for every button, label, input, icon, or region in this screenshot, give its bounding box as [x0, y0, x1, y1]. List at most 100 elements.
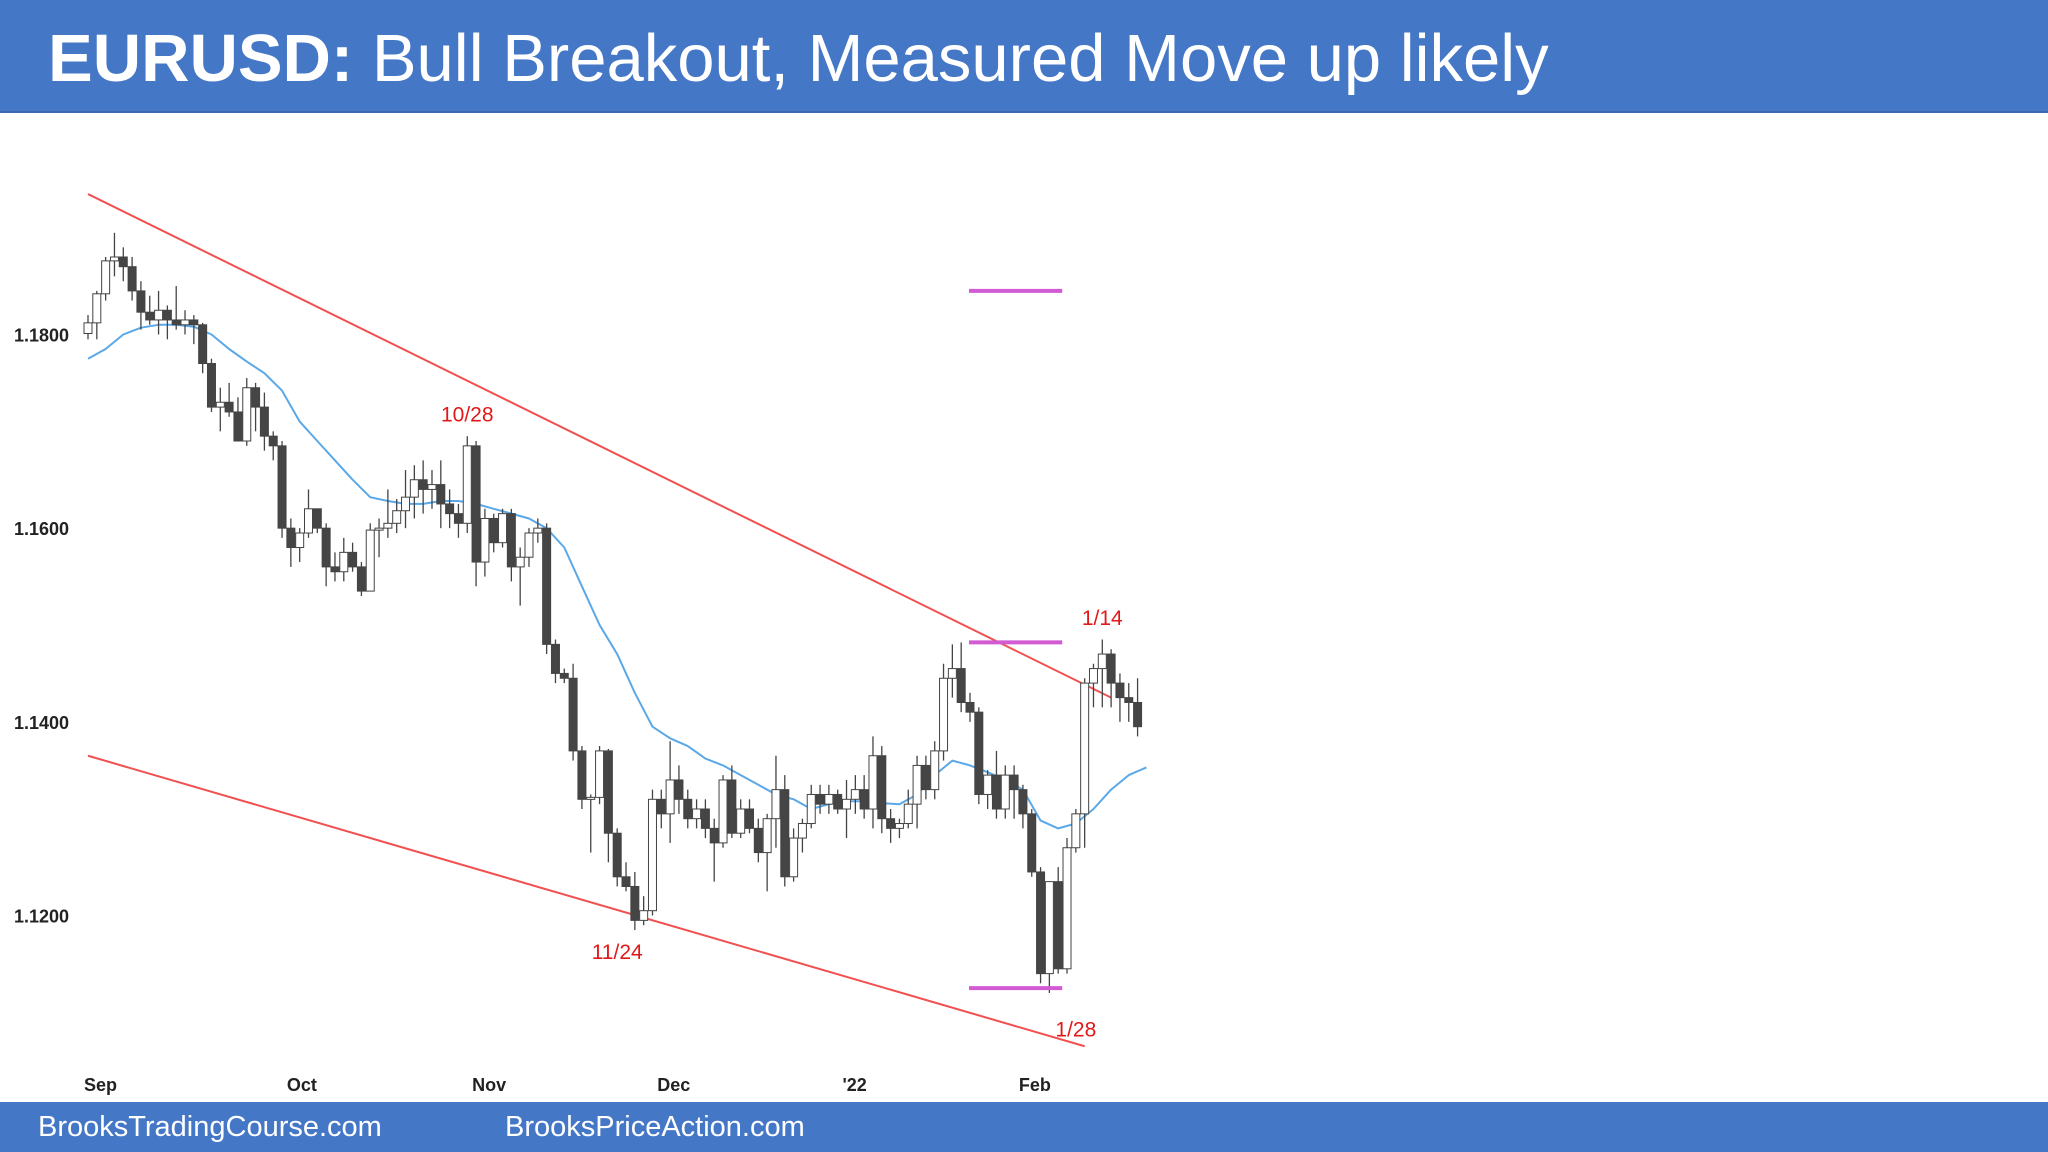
bear-candle — [445, 503, 455, 515]
trendlines — [87, 193, 1112, 1048]
bull-candle — [947, 668, 957, 679]
bear-candle — [259, 406, 269, 437]
bear-candle — [1115, 682, 1125, 699]
bull-candle — [515, 556, 525, 568]
bear-candle — [559, 672, 569, 679]
bear-candle — [312, 508, 322, 529]
bear-candle — [198, 324, 208, 365]
x-tick-label: Nov — [472, 1075, 506, 1095]
bear-candle — [321, 527, 331, 568]
bull-candle — [392, 510, 402, 524]
bull-candle — [762, 818, 772, 854]
bear-candle — [683, 798, 693, 820]
bull-candle — [595, 750, 605, 798]
date-annotation: 11/24 — [592, 941, 643, 964]
x-axis-ticks: Sep Oct Nov Dec '22 Feb — [84, 1075, 1051, 1095]
footer-link-priceaction[interactable]: BrooksPriceAction.com — [505, 1111, 805, 1143]
ema-20-line — [87, 323, 1147, 830]
bull-candle — [912, 764, 922, 805]
title-banner: EURUSD: Bull Breakout, Measured Move up … — [0, 0, 2048, 113]
bear-candle — [453, 513, 463, 524]
bull-candle — [1080, 682, 1090, 815]
footer-banner: BrooksTradingCourse.com BrooksPriceActio… — [0, 1102, 2048, 1152]
bull-candle — [374, 527, 384, 531]
bear-candle — [815, 793, 825, 805]
bear-candle — [877, 755, 887, 820]
bull-candle — [894, 823, 904, 829]
bull-candle — [692, 808, 702, 820]
bear-candle — [471, 445, 481, 563]
date-annotation: 1/28 — [1055, 1019, 1096, 1042]
bear-candle — [489, 517, 499, 544]
bull-candle — [383, 522, 393, 529]
bull-candle — [806, 793, 816, 825]
bear-candle — [233, 411, 243, 442]
bear-candle — [612, 832, 622, 878]
bull-candle — [736, 808, 746, 834]
bear-candle — [859, 789, 869, 810]
bear-candle — [727, 779, 737, 834]
bear-candle — [656, 798, 666, 815]
annotations: 10/28 11/24 1/14 1/28 — [441, 404, 1123, 1042]
bear-candle — [162, 309, 172, 321]
bear-candle — [974, 711, 984, 795]
title-symbol: EURUSD: — [48, 21, 354, 96]
bear-candle — [753, 827, 763, 854]
bear-candle — [189, 319, 199, 326]
bear-candle — [268, 435, 278, 447]
x-tick-label: Oct — [287, 1075, 317, 1095]
y-tick-label: 1.1600 — [14, 519, 69, 539]
bull-candle — [718, 779, 728, 844]
bear-candle — [1018, 789, 1028, 815]
bull-candle — [850, 789, 860, 800]
bull-candle — [771, 789, 781, 820]
bull-candle — [409, 479, 419, 498]
bull-candle — [647, 798, 657, 912]
y-tick-label: 1.1200 — [14, 907, 69, 927]
bull-candle — [939, 677, 949, 752]
y-tick-label: 1.1400 — [14, 713, 69, 733]
page-title: EURUSD: Bull Breakout, Measured Move up … — [48, 20, 1549, 98]
bull-candle — [401, 496, 411, 512]
bull-candle — [83, 322, 93, 335]
bear-candle — [145, 311, 155, 321]
bear-candle — [965, 701, 975, 713]
bull-candle — [109, 256, 119, 262]
bear-candle — [956, 668, 966, 703]
footer-link-tradingcourse[interactable]: BrooksTradingCourse.com — [38, 1111, 382, 1143]
bear-candle — [550, 643, 560, 674]
bear-candle — [745, 808, 754, 829]
bull-candle — [789, 837, 799, 878]
bear-candle — [506, 513, 516, 568]
bear-candle — [674, 779, 684, 800]
bull-candle — [427, 484, 437, 490]
bear-candle — [886, 818, 896, 829]
bear-candle — [1009, 774, 1019, 791]
bull-candle — [1097, 653, 1107, 670]
bull-candle — [983, 774, 993, 795]
bull-candle — [524, 532, 534, 558]
bull-candle — [665, 779, 675, 815]
bear-candle — [356, 566, 366, 592]
bear-candle — [1027, 813, 1037, 873]
bear-candle — [568, 677, 578, 752]
bear-candle — [251, 387, 261, 408]
bull-candle — [180, 319, 190, 326]
bear-candle — [418, 479, 428, 490]
bull-candle — [498, 513, 508, 544]
x-tick-label: Dec — [657, 1075, 690, 1095]
y-axis-ticks: 1.1800 1.1600 1.1400 1.1200 — [14, 325, 69, 926]
bear-candle — [436, 484, 446, 505]
measured-move-lines — [969, 288, 1063, 991]
bear-candle — [277, 445, 287, 529]
bear-candle — [330, 566, 340, 573]
price-chart: 1.1800 1.1600 1.1400 1.1200 Sep Oct Nov Dec '22… — [14, 193, 1147, 1095]
bear-candle — [577, 750, 587, 800]
bull-candle — [295, 532, 305, 549]
bear-candle — [833, 793, 843, 810]
bear-candle — [224, 401, 234, 413]
y-tick-label: 1.1800 — [14, 325, 69, 345]
bull-candle — [639, 910, 649, 921]
bear-candle — [286, 527, 296, 549]
trendline — [87, 754, 1085, 1048]
